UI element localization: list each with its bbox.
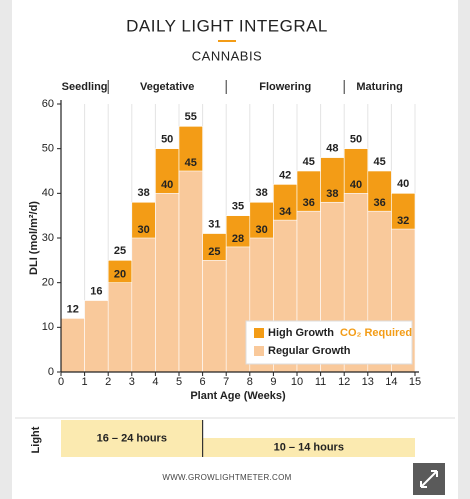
legend-swatch (254, 328, 264, 338)
light-period (202, 438, 415, 457)
data-label: 40 (350, 179, 362, 191)
legend: High Growth CO₂ Required Regular Growth (245, 320, 413, 365)
bar (107, 282, 133, 373)
phase-label: Seedling (62, 81, 108, 93)
data-label: 38 (255, 187, 267, 199)
light-period-label: 10 – 14 hours (274, 441, 344, 453)
data-label: 34 (279, 206, 292, 218)
data-label: 55 (185, 111, 197, 123)
phase-label: Maturing (356, 81, 402, 93)
legend-label: Regular Growth (268, 345, 351, 357)
data-label: 28 (232, 233, 244, 245)
x-tick-label: 6 (200, 376, 206, 388)
y-tick-label: 20 (42, 277, 54, 289)
data-label: 31 (208, 218, 220, 230)
light-period-label: 16 – 24 hours (97, 432, 167, 444)
phase-label: Flowering (259, 81, 311, 93)
y-axis-title: DLI (mol/m²/d) (28, 201, 40, 275)
bar (84, 300, 109, 373)
data-label: 35 (232, 201, 244, 213)
data-label: 40 (161, 179, 173, 191)
data-label: 48 (326, 143, 338, 155)
data-label: 16 (90, 285, 102, 297)
x-tick-label: 3 (129, 376, 135, 388)
x-tick-label: 7 (223, 376, 229, 388)
data-label: 45 (185, 157, 197, 169)
y-tick-label: 40 (42, 187, 54, 199)
x-tick-label: 12 (338, 376, 350, 388)
data-label: 36 (303, 197, 315, 209)
data-label: 25 (208, 246, 220, 258)
bar (60, 318, 85, 373)
data-label: 32 (397, 215, 409, 227)
x-tick-label: 1 (82, 376, 88, 388)
data-label: 50 (350, 134, 362, 146)
data-label: 45 (303, 156, 315, 168)
x-tick-label: 0 (58, 376, 64, 388)
bar (155, 193, 180, 373)
data-label: 45 (373, 156, 385, 168)
bar (178, 170, 203, 373)
x-tick-label: 10 (291, 376, 303, 388)
y-tick-label: 0 (48, 366, 54, 378)
data-label: 30 (255, 224, 267, 236)
legend-box (245, 320, 413, 365)
x-axis-title: Plant Age (Weeks) (190, 390, 286, 402)
data-label: 25 (114, 245, 126, 257)
x-tick-label: 8 (247, 376, 253, 388)
light-label: Light (30, 426, 42, 453)
x-tick-label: 2 (105, 376, 111, 388)
y-tick-label: 60 (42, 98, 54, 110)
x-tick-label: 13 (362, 376, 374, 388)
expand-icon[interactable] (420, 470, 438, 488)
data-label: 30 (137, 224, 149, 236)
data-label: 40 (397, 178, 409, 190)
phase-label: Vegetative (140, 81, 194, 93)
legend-swatch (254, 346, 264, 356)
x-tick-label: 4 (152, 376, 158, 388)
footer: WWW.GROWLIGHTMETER.COM (162, 473, 291, 482)
x-tick-label: 5 (176, 376, 182, 388)
chart-subtitle: CANNABIS (192, 48, 262, 63)
legend-note: CO₂ Required (340, 327, 412, 339)
data-label: 12 (67, 303, 79, 315)
data-label: 42 (279, 169, 291, 181)
x-tick-label: 15 (409, 376, 421, 388)
legend-label: High Growth (268, 327, 334, 339)
data-label: 50 (161, 134, 173, 146)
y-tick-label: 10 (42, 321, 54, 333)
x-tick-label: 9 (270, 376, 276, 388)
data-label: 38 (326, 188, 338, 200)
light-period (61, 420, 203, 457)
data-label: 38 (137, 187, 149, 199)
data-label: 20 (114, 269, 126, 281)
expand-button[interactable] (413, 463, 445, 495)
data-label: 36 (373, 197, 385, 209)
bar (131, 237, 156, 373)
y-tick-label: 30 (42, 232, 54, 244)
x-tick-label: 11 (315, 376, 326, 388)
bar (202, 260, 227, 373)
chart-title: DAILY LIGHT INTEGRAL (126, 16, 328, 35)
y-tick-label: 50 (42, 143, 54, 155)
x-tick-label: 14 (385, 376, 397, 388)
